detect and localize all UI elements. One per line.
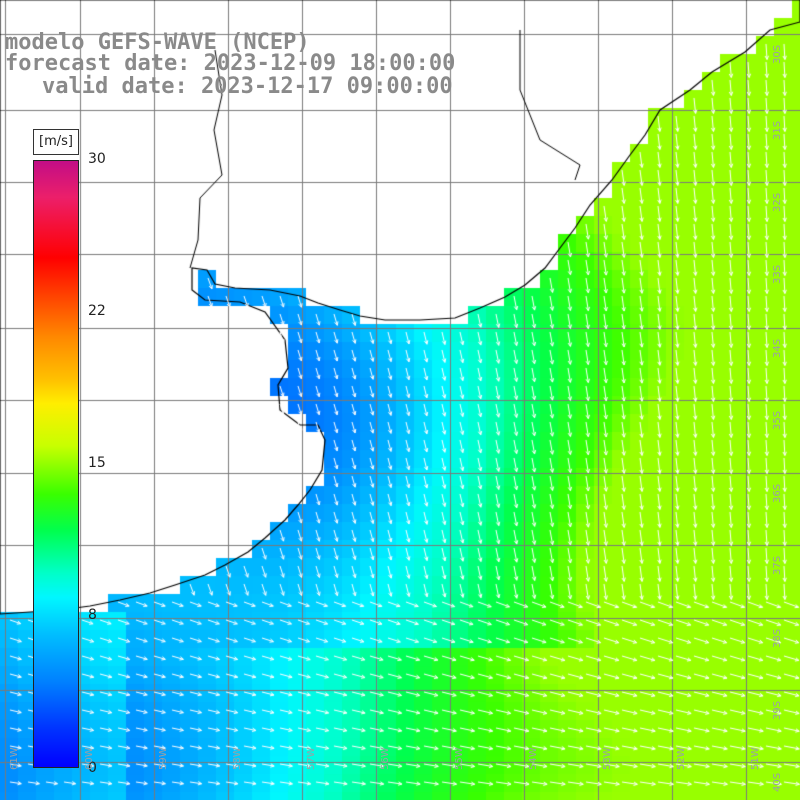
lon-label-53W: 53W xyxy=(602,747,613,770)
lat-label-40S: 40S xyxy=(772,772,783,792)
lon-label-58W: 58W xyxy=(232,747,243,770)
lon-label-60W: 60W xyxy=(84,747,95,770)
lon-label-54W: 54W xyxy=(528,747,539,770)
model-title: modelo GEFS-WAVE (NCEP) xyxy=(5,30,310,55)
lat-label-33S: 33S xyxy=(772,264,783,284)
colorbar-tick-0: 0 xyxy=(88,760,97,776)
lat-label-31S: 31S xyxy=(772,120,783,140)
lon-label-51W: 51W xyxy=(750,747,761,770)
colorbar-tick-15: 15 xyxy=(88,455,106,471)
lat-label-34S: 34S xyxy=(772,338,783,358)
lon-label-56W: 56W xyxy=(380,747,391,770)
lat-label-37S: 37S xyxy=(772,555,783,575)
colorbar xyxy=(33,160,79,768)
lon-label-61W: 61W xyxy=(9,747,20,770)
colorbar-tick-8: 8 xyxy=(88,607,97,623)
lat-label-30S: 30S xyxy=(772,44,783,64)
lat-label-32S: 32S xyxy=(772,192,783,212)
lat-label-36S: 36S xyxy=(772,483,783,503)
lat-label-39S: 39S xyxy=(772,700,783,720)
lat-label-38S: 38S xyxy=(772,628,783,648)
lon-label-59W: 59W xyxy=(158,747,169,770)
lon-label-52W: 52W xyxy=(676,747,687,770)
forecast-date: forecast date: 2023-12-09 18:00:00 xyxy=(5,51,456,76)
colorbar-tick-22: 22 xyxy=(88,303,106,319)
lon-label-57W: 57W xyxy=(306,747,317,770)
lon-label-55W: 55W xyxy=(454,747,465,770)
lat-label-35S: 35S xyxy=(772,410,783,430)
colorbar-tick-30: 30 xyxy=(88,151,106,167)
valid-date: valid date: 2023-12-17 09:00:00 xyxy=(42,74,453,99)
colorbar-units: [m/s] xyxy=(33,129,79,155)
